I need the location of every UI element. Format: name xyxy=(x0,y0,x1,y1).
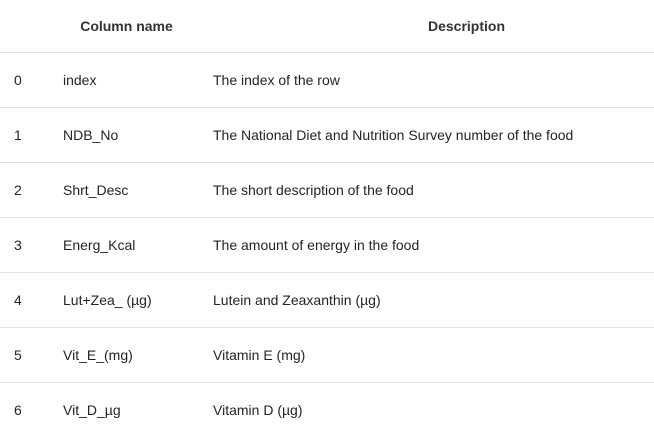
header-description: Description xyxy=(201,0,654,53)
table-row: 5 Vit_E_(mg) Vitamin E (mg) xyxy=(0,328,654,383)
row-description: Vitamin D (µg) xyxy=(201,383,654,437)
table-row: 0 index The index of the row xyxy=(0,53,654,108)
row-description: The short description of the food xyxy=(201,163,654,218)
row-description: The National Diet and Nutrition Survey n… xyxy=(201,108,654,163)
header-index xyxy=(0,0,52,53)
row-column-name: Energ_Kcal xyxy=(52,218,201,273)
row-column-name: Lut+Zea_ (µg) xyxy=(52,273,201,328)
table-header-row: Column name Description xyxy=(0,0,654,53)
row-description: The amount of energy in the food xyxy=(201,218,654,273)
row-index: 6 xyxy=(0,383,52,437)
row-description: Lutein and Zeaxanthin (µg) xyxy=(201,273,654,328)
header-column-name: Column name xyxy=(52,0,201,53)
row-index: 5 xyxy=(0,328,52,383)
table-row: 1 NDB_No The National Diet and Nutrition… xyxy=(0,108,654,163)
table-row: 2 Shrt_Desc The short description of the… xyxy=(0,163,654,218)
row-index: 1 xyxy=(0,108,52,163)
row-description: Vitamin E (mg) xyxy=(201,328,654,383)
row-column-name: index xyxy=(52,53,201,108)
table-row: 4 Lut+Zea_ (µg) Lutein and Zeaxanthin (µ… xyxy=(0,273,654,328)
table-row: 6 Vit_D_µg Vitamin D (µg) xyxy=(0,383,654,437)
row-index: 4 xyxy=(0,273,52,328)
row-column-name: Shrt_Desc xyxy=(52,163,201,218)
row-column-name: Vit_D_µg xyxy=(52,383,201,437)
row-description: The index of the row xyxy=(201,53,654,108)
table-row: 3 Energ_Kcal The amount of energy in the… xyxy=(0,218,654,273)
row-column-name: Vit_E_(mg) xyxy=(52,328,201,383)
row-index: 3 xyxy=(0,218,52,273)
row-index: 0 xyxy=(0,53,52,108)
row-index: 2 xyxy=(0,163,52,218)
row-column-name: NDB_No xyxy=(52,108,201,163)
